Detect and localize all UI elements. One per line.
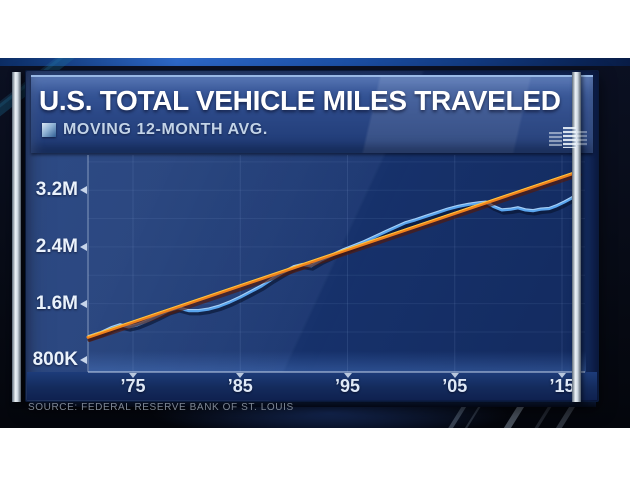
x-axis-label: ’85 bbox=[227, 376, 253, 396]
subtitle-row: MOVING 12-MONTH AVG. bbox=[42, 121, 268, 139]
pixel-block-icon bbox=[577, 131, 587, 146]
y-tick-icon bbox=[80, 299, 87, 308]
x-tick-icon bbox=[236, 373, 245, 378]
x-tick-icon bbox=[558, 373, 566, 378]
bullet-square-icon bbox=[42, 123, 56, 137]
left-frame-bar bbox=[12, 72, 21, 402]
right-frame-bar bbox=[572, 72, 581, 402]
x-tick-icon bbox=[343, 373, 352, 378]
y-axis-label: 2.4M bbox=[35, 235, 78, 257]
y-tick-icon bbox=[80, 242, 87, 251]
x-axis-label: ’75 bbox=[120, 376, 146, 396]
x-axis-label: ’05 bbox=[442, 376, 468, 396]
y-axis-label: 1.6M bbox=[35, 292, 78, 314]
y-axis-label: 3.2M bbox=[35, 179, 78, 201]
y-axis-label: 800K bbox=[32, 349, 78, 371]
title-bar: U.S. TOTAL VEHICLE MILES TRAVELED MOVING… bbox=[31, 75, 593, 153]
x-tick-icon bbox=[129, 373, 137, 378]
backdrop-top-blue-strip bbox=[0, 58, 630, 66]
chart-title: U.S. TOTAL VEHICLE MILES TRAVELED bbox=[39, 85, 561, 116]
plot-bottom-glow bbox=[89, 351, 586, 373]
x-tick-icon bbox=[450, 373, 459, 378]
x-axis-label: ’95 bbox=[334, 376, 361, 396]
pixel-block-icon bbox=[549, 132, 562, 146]
chart-panel: U.S. TOTAL VEHICLE MILES TRAVELED MOVING… bbox=[25, 70, 599, 402]
x-axis-band bbox=[27, 372, 597, 400]
source-attribution: SOURCE: FEDERAL RESERVE BANK OF ST. LOUI… bbox=[28, 402, 294, 413]
chart-subtitle: MOVING 12-MONTH AVG. bbox=[63, 121, 268, 138]
pixel-block-icon bbox=[563, 127, 576, 148]
x-axis-label: ’15 bbox=[549, 376, 575, 396]
y-tick-icon bbox=[80, 186, 87, 195]
y-tick-icon bbox=[80, 356, 87, 365]
panel-bottom-bevel bbox=[30, 402, 596, 407]
video-frame: U.S. TOTAL VEHICLE MILES TRAVELED MOVING… bbox=[0, 58, 630, 428]
